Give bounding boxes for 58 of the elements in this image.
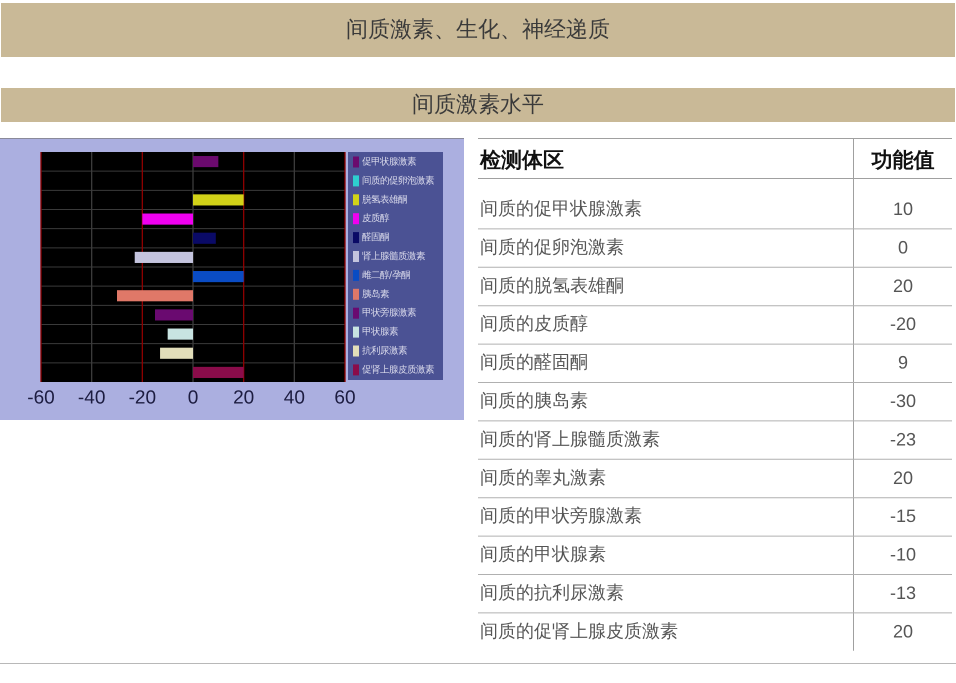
y-tick-label: 促肾上腺皮质激素 [362,364,434,376]
bar [142,214,193,225]
y-tick-label: 雌二醇/孕酮 [362,270,410,281]
y-tick-label: 间质的促卵泡激素 [362,175,434,186]
bar [134,252,193,263]
bar [155,309,193,320]
x-tick-label: 40 [284,388,305,408]
y-tick-label: 甲状腺素 [362,326,398,338]
bar [193,232,216,244]
category-label: 间质的睾丸激素 [480,467,606,488]
bar [193,271,244,282]
data-label: -23 [890,429,916,450]
category-label: 间质的抗利尿激素 [480,582,624,604]
y-tick-label: 醛固酮 [362,232,389,244]
category-label: 间质的脱氢表雄酮 [480,275,624,296]
data-label: 0 [898,237,908,258]
x-tick-label: 0 [188,388,198,408]
category-label: 间质的促甲状腺激素 [480,198,642,220]
y-tick-label: 抗利尿激素 [362,346,407,356]
bar [193,366,244,378]
y-tick-label: 胰岛素 [362,288,389,300]
category-label: 间质的促肾上腺皮质激素 [480,620,678,642]
data-label: -15 [890,506,916,526]
data-label: -30 [890,391,916,411]
y-tick-label: 皮质醇 [362,213,389,224]
y-tick-label: 促甲状腺激素 [362,156,416,168]
bar [193,194,244,206]
category-label: 间质的肾上腺髓质激素 [480,428,660,450]
x-tick-label: -60 [27,388,55,408]
category-label: 间质的甲状腺素 [480,544,606,566]
data-label: 20 [892,468,914,488]
text: 功能值 [870,148,934,172]
x-tick-label: -40 [78,388,106,408]
text: 间质激素、生化、神经递质 [346,18,610,42]
bar [168,328,193,340]
data-label: 10 [892,199,914,219]
bar [160,348,193,359]
data-label: 20 [892,276,914,296]
data-label: 9 [898,352,908,373]
y-tick-label: 脱氢表雄酮 [362,194,407,206]
data-label: -10 [890,544,916,565]
category-label: 间质的促卵泡激素 [480,236,624,258]
text: 检测体区 [479,148,564,172]
y-tick-label: 肾上腺髓质激素 [362,251,425,262]
category-label: 间质的甲状旁腺激素 [480,506,642,527]
category-label: 间质的醛固酮 [480,352,588,374]
category-label: 间质的皮质醇 [480,314,588,335]
y-tick-label: 甲状旁腺激素 [362,308,416,319]
bar [117,290,193,302]
x-tick-label: -20 [128,388,156,408]
bar [193,156,218,168]
data-label: -13 [890,583,916,603]
x-tick-label: 20 [233,388,254,408]
x-tick-label: 60 [334,388,356,408]
category-label: 间质的胰岛素 [480,390,588,412]
text: 间质激素水平 [412,92,544,118]
data-label: -20 [890,314,916,334]
data-label: 20 [892,621,914,642]
